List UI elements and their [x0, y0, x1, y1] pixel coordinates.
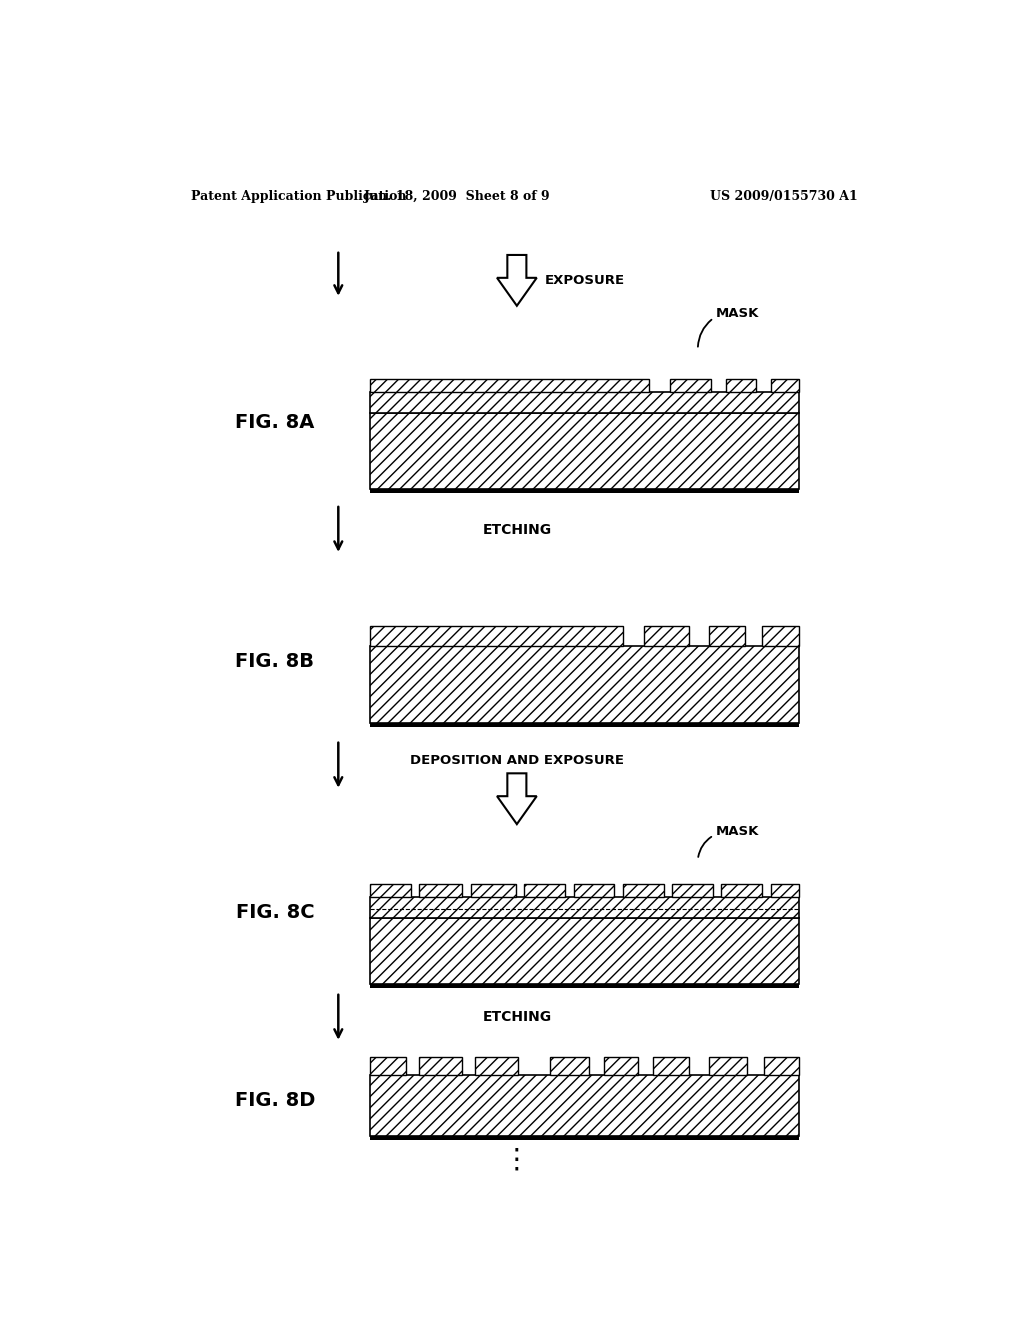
Bar: [475, 1057, 518, 1076]
Bar: [370, 898, 799, 917]
Bar: [524, 884, 565, 898]
Polygon shape: [497, 255, 537, 306]
Bar: [771, 884, 799, 898]
Bar: [709, 1057, 748, 1076]
Bar: [762, 626, 799, 647]
Bar: [370, 983, 799, 987]
Bar: [370, 1057, 407, 1076]
Text: EXPOSURE: EXPOSURE: [545, 273, 625, 286]
Text: FIG. 8B: FIG. 8B: [236, 652, 314, 671]
Text: ⋮: ⋮: [503, 1146, 530, 1173]
Bar: [550, 1057, 589, 1076]
Text: Patent Application Publication: Patent Application Publication: [191, 190, 407, 202]
Bar: [420, 1057, 462, 1076]
Bar: [722, 884, 762, 898]
Bar: [709, 626, 745, 647]
Text: DEPOSITION AND EXPOSURE: DEPOSITION AND EXPOSURE: [410, 754, 624, 767]
Text: US 2009/0155730 A1: US 2009/0155730 A1: [711, 190, 858, 202]
Bar: [573, 884, 614, 898]
Bar: [471, 884, 516, 898]
Bar: [420, 884, 462, 898]
Bar: [370, 413, 799, 488]
Bar: [670, 379, 711, 392]
Text: FIG. 8A: FIG. 8A: [236, 413, 314, 432]
Bar: [370, 1076, 799, 1137]
Bar: [370, 392, 799, 412]
Bar: [771, 379, 799, 392]
Bar: [764, 1057, 799, 1076]
Polygon shape: [497, 774, 537, 824]
Bar: [370, 488, 799, 492]
Bar: [370, 722, 799, 726]
Bar: [726, 379, 756, 392]
Bar: [370, 1137, 799, 1140]
Text: Jun. 18, 2009  Sheet 8 of 9: Jun. 18, 2009 Sheet 8 of 9: [364, 190, 551, 202]
Bar: [653, 1057, 689, 1076]
Text: FIG. 8C: FIG. 8C: [236, 903, 314, 923]
Bar: [370, 379, 648, 392]
Bar: [370, 626, 623, 647]
Text: ETCHING: ETCHING: [482, 524, 552, 537]
Text: MASK: MASK: [715, 308, 759, 321]
Text: MASK: MASK: [715, 825, 759, 838]
Bar: [644, 626, 689, 647]
Text: ETCHING: ETCHING: [482, 1010, 552, 1024]
Text: FIG. 8D: FIG. 8D: [234, 1092, 315, 1110]
Bar: [603, 1057, 638, 1076]
Bar: [370, 917, 799, 983]
Bar: [672, 884, 713, 898]
Bar: [623, 884, 664, 898]
Bar: [370, 647, 799, 722]
Bar: [370, 884, 411, 898]
